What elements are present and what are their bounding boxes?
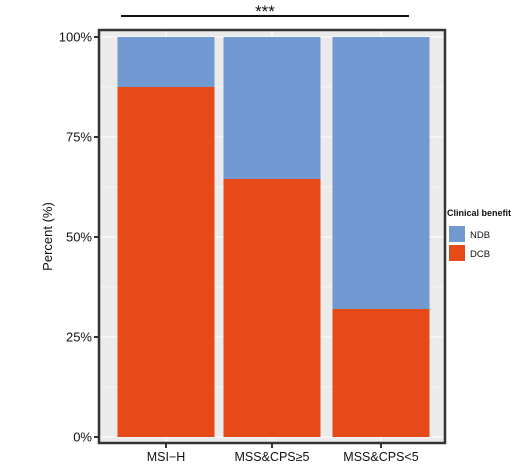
bar-dcb-3 [332,309,430,437]
y-tick-label: 100% [59,30,93,45]
y-tick-label: 75% [66,130,92,145]
legend-title: Clinical benefit [447,208,511,218]
x-axis: MSI−H MSS&CPS≥5 MSS&CPS<5 [147,443,419,464]
x-tick-label: MSI−H [147,450,186,463]
bar-ndb-2 [223,37,321,179]
legend-key-ndb [449,226,465,242]
bars [117,37,430,437]
bar-ndb-3 [332,37,430,309]
y-axis: 0% 25% 50% 75% 100% Percent (%) [40,30,99,445]
legend-label-ndb: NDB [470,230,490,241]
x-tick-label: MSS&CPS≥5 [235,450,310,463]
y-tick-label: 0% [73,430,92,445]
significance-annotation: *** [121,2,409,21]
y-tick-label: 25% [66,330,92,345]
bar-ndb-1 [117,37,215,87]
bar-dcb-2 [223,179,321,437]
legend: Clinical benefit NDB DCB [447,208,511,261]
significance-stars: *** [255,2,275,21]
legend-key-dcb [449,245,465,261]
legend-label-dcb: DCB [470,249,490,260]
y-tick-label: 50% [66,230,92,245]
bar-dcb-1 [117,87,215,437]
y-axis-title: Percent (%) [40,202,55,271]
x-tick-label: MSS&CPS<5 [343,450,418,463]
